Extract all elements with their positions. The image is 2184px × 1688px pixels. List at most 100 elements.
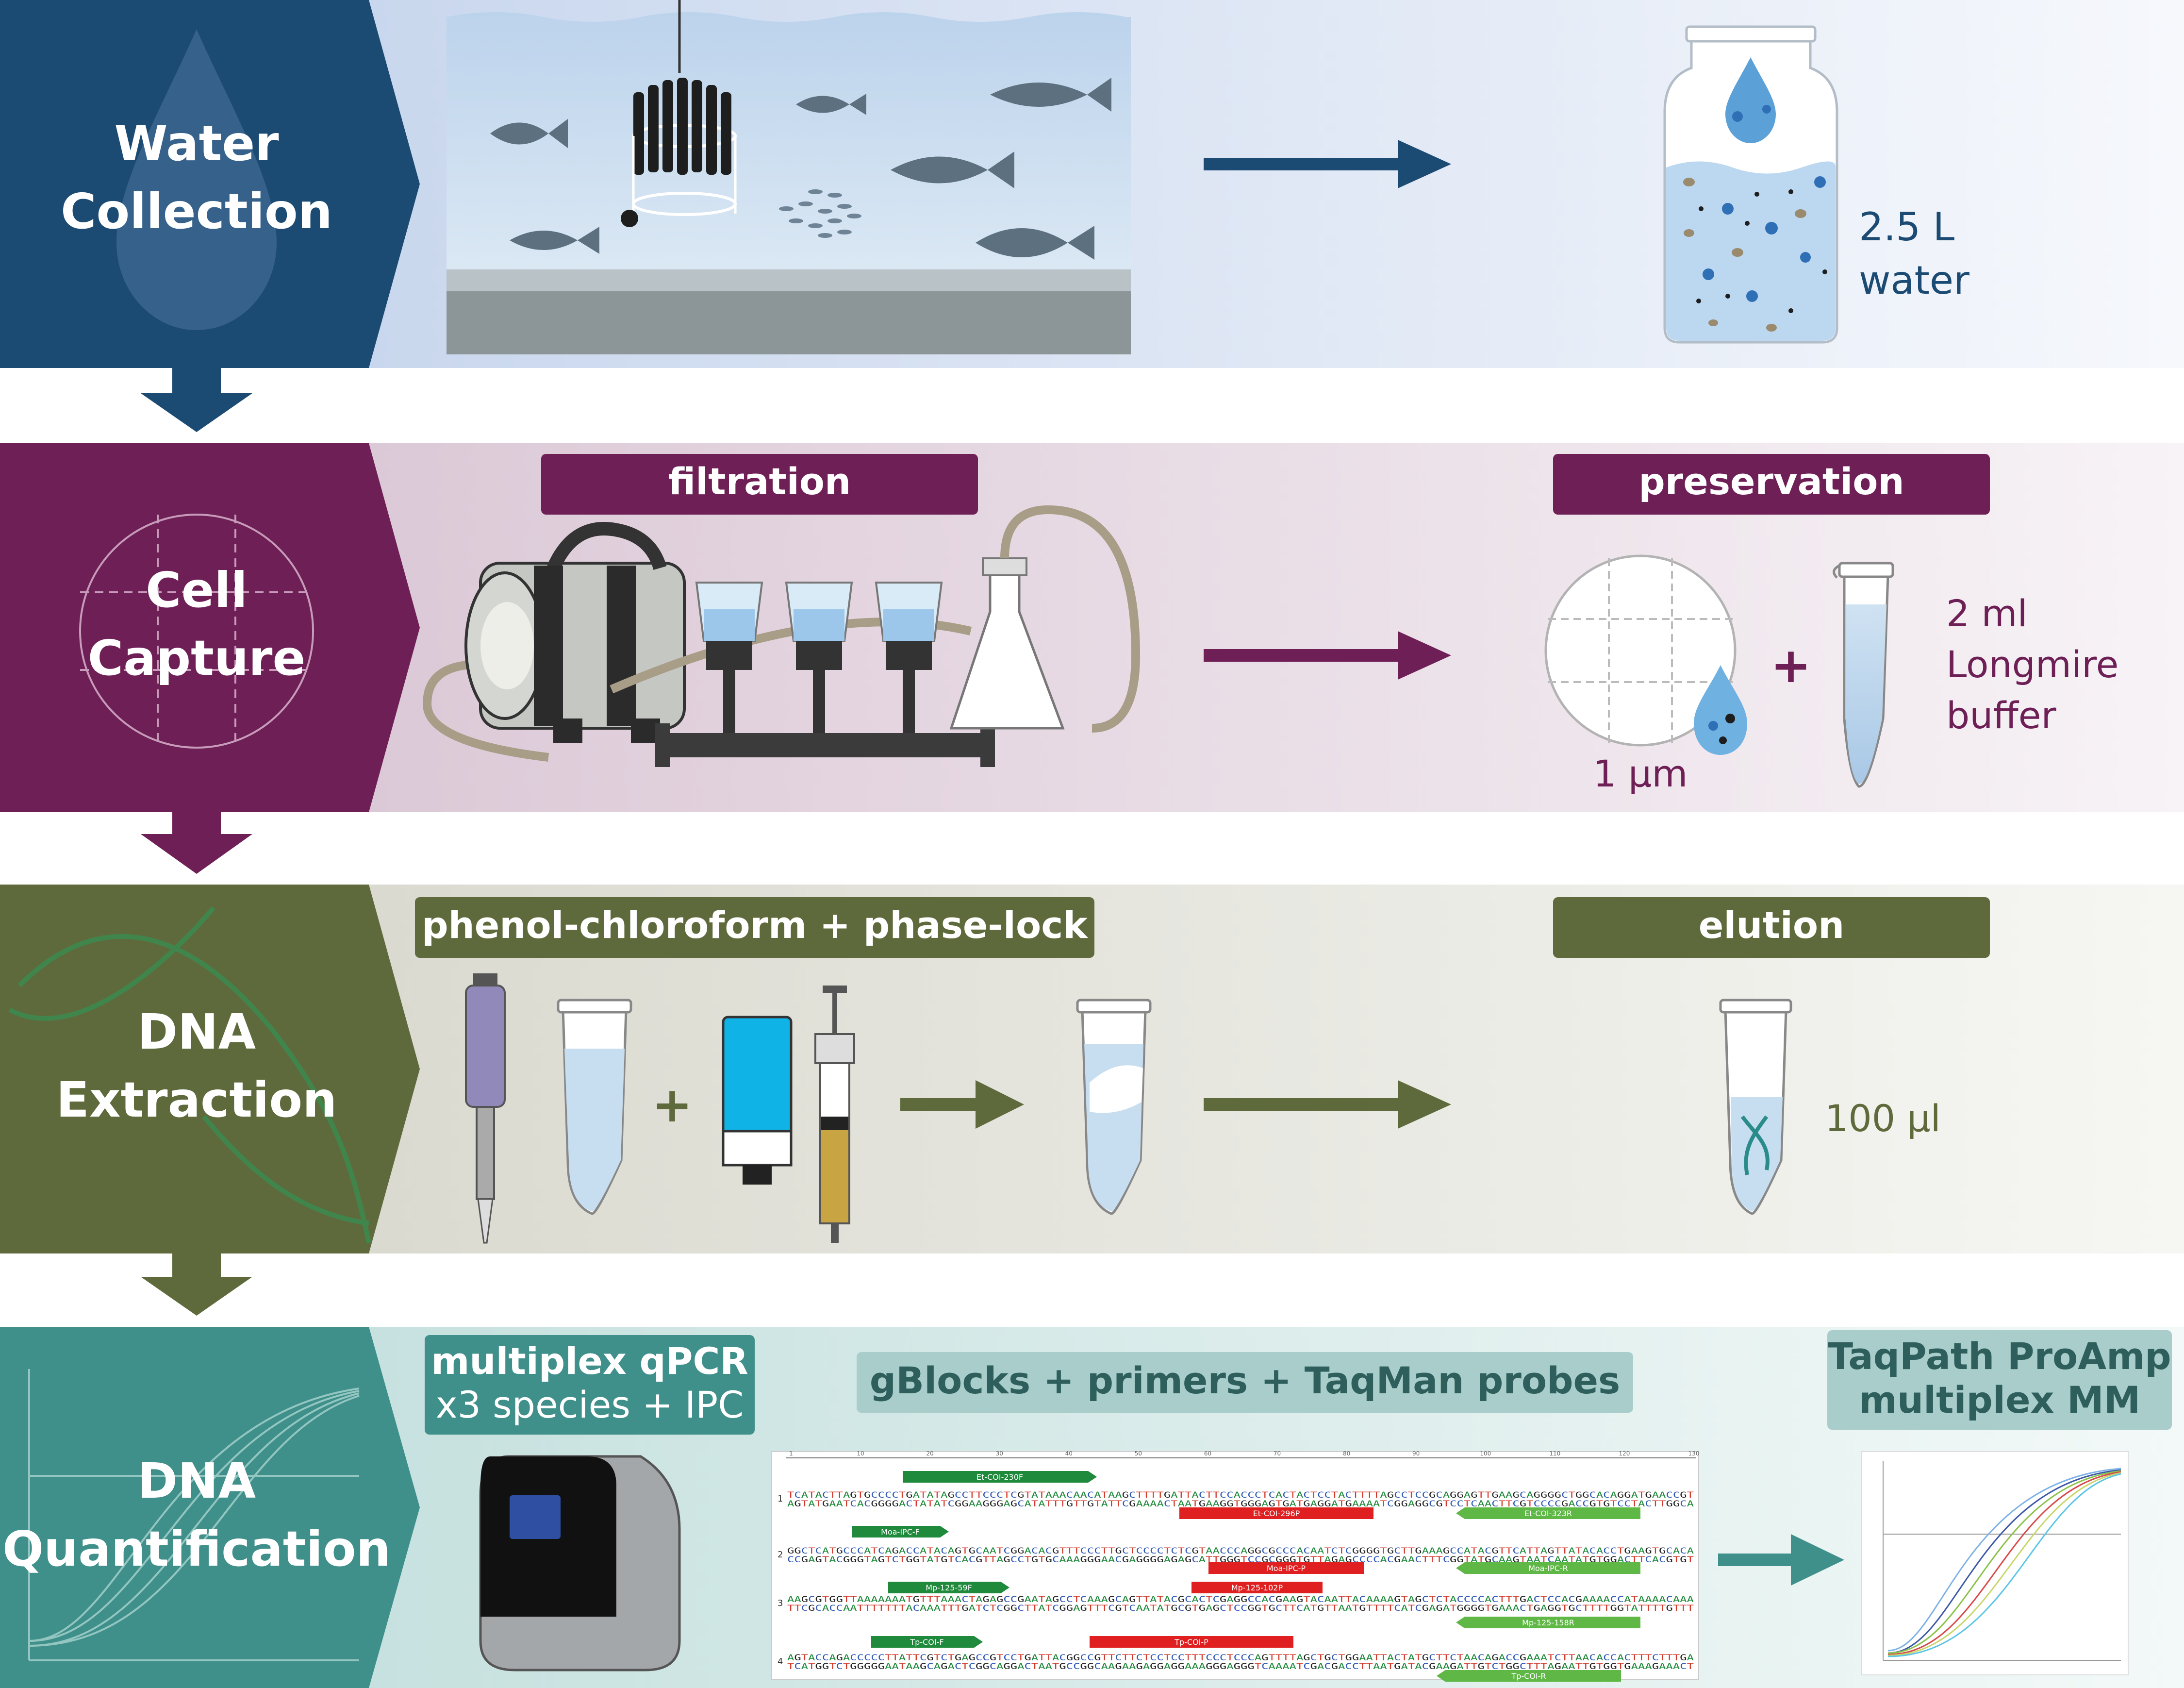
annotation-label: Et-COI-323R <box>1524 1509 1572 1518</box>
capture-flow-arrow <box>1204 631 1451 680</box>
method-label-box <box>415 897 1094 958</box>
mastermix-label-1: TaqPath ProAmp <box>1828 1335 2171 1378</box>
water-stage-title-1: Water <box>114 115 279 172</box>
syringe-icon <box>814 986 855 1243</box>
filter-manifold-icon <box>610 582 995 767</box>
water-flow-arrow <box>1204 140 1451 188</box>
ocean-scene-illustration <box>447 0 1131 354</box>
buffer-label-2: Longmire <box>1946 643 2118 686</box>
ruler-tick-label: 50 <box>1135 1450 1142 1457</box>
elution-label-box <box>1553 897 1990 958</box>
method-label: phenol-chloroform + phase-lock <box>422 903 1088 947</box>
quant-stage-title-1: DNA <box>137 1453 256 1509</box>
amplification-plot-thumbnail <box>1861 1451 2129 1675</box>
quant-stage-title-2: Quantification <box>2 1521 391 1577</box>
ruler-tick-label: 120 <box>1619 1450 1630 1457</box>
amplification-plot-watermark <box>28 1369 360 1661</box>
annotation-moa-ipc-p: Moa-IPC-P <box>1208 1562 1364 1574</box>
capture-stage-chevron <box>0 443 420 812</box>
extraction-tube-icon <box>557 999 632 1215</box>
ruler-tick-label: 130 <box>1688 1450 1700 1457</box>
ruler-tick-label: 40 <box>1065 1450 1073 1457</box>
annotation-et-coi-296p: Et-COI-296P <box>1179 1507 1373 1519</box>
annotation-mp-125-102p: Mp-125-102P <box>1191 1582 1323 1593</box>
sequence-row-number: 3 <box>778 1598 783 1608</box>
mastermix-label-box <box>1827 1330 2172 1430</box>
filter-disc-icon <box>1544 554 1747 755</box>
filtration-label: filtration <box>668 460 851 503</box>
annotation-label: Mp-125-59F <box>926 1583 972 1592</box>
elution-label: elution <box>1699 903 1844 947</box>
filtration-label-box <box>541 454 978 515</box>
annotation-tp-coi-r: Tp-COI-R <box>1437 1670 1621 1682</box>
annotation-moa-ipc-f: Moa-IPC-F <box>852 1526 949 1538</box>
primer-probe-annotations: Et-COI-230F Et-COI-296P Et-COI-323R Moa-IPC… <box>852 1471 1640 1682</box>
annotation-label: Tp-COI-R <box>1511 1671 1546 1681</box>
water-stage-title-2: Collection <box>61 183 332 240</box>
ruler-tick-label: 80 <box>1343 1450 1350 1457</box>
annotation-et-coi-323r: Et-COI-323R <box>1456 1507 1640 1519</box>
annotation-tp-coi-f: Tp-COI-F <box>871 1636 983 1648</box>
vacuum-pump-icon <box>422 522 686 762</box>
elution-volume-label: 100 µl <box>1825 1097 1941 1140</box>
water-drop-icon <box>116 29 277 330</box>
extraction-flow-arrow-2 <box>1204 1080 1451 1129</box>
ruler-tick-label: 110 <box>1549 1450 1560 1457</box>
ruler-tick-label: 10 <box>857 1450 864 1457</box>
elution-tube-icon <box>1719 999 1792 1215</box>
capture-stage-title-2: Capture <box>88 630 306 686</box>
reagents-label: gBlocks + primers + TaqMan probes <box>870 1359 1621 1402</box>
mastermix-label-2: multiplex MM <box>1859 1378 2140 1421</box>
annotation-label: Et-COI-230F <box>976 1472 1023 1482</box>
sequence-row-number: 1 <box>778 1494 783 1504</box>
stage-water-collection: Water Collection <box>0 0 2184 368</box>
annotation-label: Mp-125-158R <box>1522 1618 1574 1627</box>
annotation-label: Tp-COI-P <box>1174 1638 1208 1647</box>
annotation-label: Moa-IPC-R <box>1528 1564 1568 1573</box>
capture-stage-title-1: Cell <box>146 562 248 618</box>
ruler-tick-label: 100 <box>1480 1450 1491 1457</box>
preservation-label-box <box>1553 454 1990 515</box>
ruler-tick-label: 70 <box>1274 1450 1281 1457</box>
ruler-tick-label: 30 <box>996 1450 1003 1457</box>
ruler-tick-label: 60 <box>1204 1450 1211 1457</box>
stage-cell-capture: Cell Capture filtration preservation <box>0 443 2184 812</box>
buffer-label-1: 2 ml <box>1946 592 2028 635</box>
annotation-label: Mp-125-102P <box>1231 1583 1283 1592</box>
stage-dna-quantification: DNA Quantification multiplex qPCR x3 spe… <box>0 1327 2184 1688</box>
annotation-label: Moa-IPC-P <box>1267 1564 1306 1573</box>
capture-plus-sign: + <box>1770 637 1811 694</box>
ruler-tick-label: 90 <box>1412 1450 1420 1457</box>
mixed-tube-icon <box>1076 999 1152 1215</box>
extraction-stage-chevron <box>0 885 420 1253</box>
ruler-tick-label: 20 <box>927 1450 934 1457</box>
qpcr-label-1: multiplex qPCR <box>431 1339 748 1383</box>
qpcr-label-2: x3 species + IPC <box>436 1383 744 1426</box>
preservation-label: preservation <box>1638 460 1904 503</box>
extraction-stage-title-1: DNA <box>137 1003 256 1060</box>
buffer-label-3: buffer <box>1946 694 2057 737</box>
water-volume-1: 2.5 L <box>1859 204 1955 250</box>
extraction-flow-arrow-1 <box>900 1080 1024 1129</box>
vacuum-flask-icon <box>949 505 1141 733</box>
annotation-et-coi-230f: Et-COI-230F <box>903 1471 1097 1483</box>
sequence-row-number: 2 <box>778 1550 783 1560</box>
stage-dna-extraction: DNA Extraction phenol-chloroform + phase… <box>0 885 2184 1253</box>
down-arrow-1 <box>141 368 252 432</box>
water-volume-2: water <box>1859 258 1969 303</box>
water-bottle-icon <box>1663 25 1838 344</box>
quant-flow-arrow <box>1718 1534 1844 1586</box>
extraction-plus-sign: + <box>652 1076 693 1133</box>
fish-school-icon <box>779 189 861 238</box>
annotation-label: Tp-COI-F <box>910 1638 943 1647</box>
phase-lock-tube-icon <box>722 1016 793 1185</box>
